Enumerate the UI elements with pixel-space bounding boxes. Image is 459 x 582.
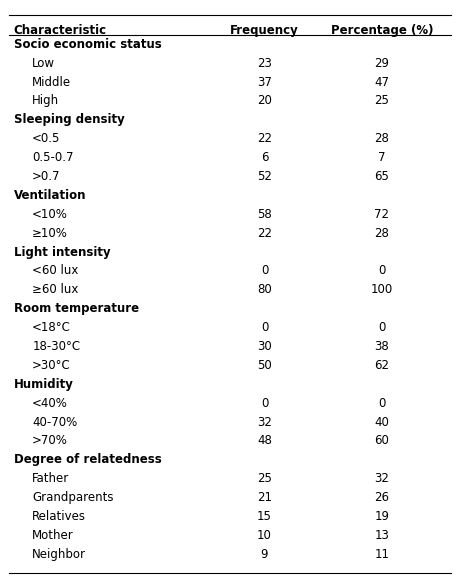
Text: Humidity: Humidity — [14, 378, 73, 391]
Text: 25: 25 — [257, 472, 271, 485]
Text: Relatives: Relatives — [32, 510, 86, 523]
Text: 62: 62 — [374, 359, 388, 372]
Text: 13: 13 — [374, 529, 388, 542]
Text: 19: 19 — [374, 510, 388, 523]
Text: 0.5-0.7: 0.5-0.7 — [32, 151, 73, 164]
Text: Socio economic status: Socio economic status — [14, 38, 161, 51]
Text: >70%: >70% — [32, 434, 68, 448]
Text: 15: 15 — [257, 510, 271, 523]
Text: <10%: <10% — [32, 208, 68, 221]
Text: 48: 48 — [257, 434, 271, 448]
Text: 22: 22 — [257, 226, 271, 240]
Text: Characteristic: Characteristic — [14, 24, 106, 37]
Text: Mother: Mother — [32, 529, 74, 542]
Text: Room temperature: Room temperature — [14, 302, 139, 315]
Text: Percentage (%): Percentage (%) — [330, 24, 432, 37]
Text: ≥60 lux: ≥60 lux — [32, 283, 78, 296]
Text: 40: 40 — [374, 416, 388, 428]
Text: Light intensity: Light intensity — [14, 246, 110, 258]
Text: Father: Father — [32, 472, 69, 485]
Text: 80: 80 — [257, 283, 271, 296]
Text: 21: 21 — [257, 491, 271, 504]
Text: 50: 50 — [257, 359, 271, 372]
Text: 72: 72 — [374, 208, 388, 221]
Text: 40-70%: 40-70% — [32, 416, 77, 428]
Text: 38: 38 — [374, 340, 388, 353]
Text: 28: 28 — [374, 132, 388, 145]
Text: <60 lux: <60 lux — [32, 264, 78, 278]
Text: 32: 32 — [374, 472, 388, 485]
Text: 20: 20 — [257, 94, 271, 108]
Text: 0: 0 — [377, 264, 385, 278]
Text: Degree of relatedness: Degree of relatedness — [14, 453, 161, 466]
Text: Frequency: Frequency — [230, 24, 298, 37]
Text: ≥10%: ≥10% — [32, 226, 68, 240]
Text: 10: 10 — [257, 529, 271, 542]
Text: 26: 26 — [374, 491, 388, 504]
Text: 6: 6 — [260, 151, 268, 164]
Text: Low: Low — [32, 56, 55, 70]
Text: >30°C: >30°C — [32, 359, 71, 372]
Text: 9: 9 — [260, 548, 268, 561]
Text: 0: 0 — [260, 321, 268, 334]
Text: High: High — [32, 94, 59, 108]
Text: Neighbor: Neighbor — [32, 548, 86, 561]
Text: <18°C: <18°C — [32, 321, 71, 334]
Text: 25: 25 — [374, 94, 388, 108]
Text: Ventilation: Ventilation — [14, 189, 86, 202]
Text: <0.5: <0.5 — [32, 132, 61, 145]
Text: 60: 60 — [374, 434, 388, 448]
Text: 52: 52 — [257, 170, 271, 183]
Text: Middle: Middle — [32, 76, 71, 88]
Text: Grandparents: Grandparents — [32, 491, 113, 504]
Text: 0: 0 — [260, 397, 268, 410]
Text: 23: 23 — [257, 56, 271, 70]
Text: 22: 22 — [257, 132, 271, 145]
Text: 18-30°C: 18-30°C — [32, 340, 80, 353]
Text: 0: 0 — [260, 264, 268, 278]
Text: <40%: <40% — [32, 397, 68, 410]
Text: 11: 11 — [374, 548, 388, 561]
Text: 47: 47 — [374, 76, 388, 88]
Text: 28: 28 — [374, 226, 388, 240]
Text: Sleeping density: Sleeping density — [14, 113, 124, 126]
Text: 0: 0 — [377, 397, 385, 410]
Text: 58: 58 — [257, 208, 271, 221]
Text: 7: 7 — [377, 151, 385, 164]
Text: 29: 29 — [374, 56, 388, 70]
Text: 37: 37 — [257, 76, 271, 88]
Text: >0.7: >0.7 — [32, 170, 61, 183]
Text: 0: 0 — [377, 321, 385, 334]
Text: 30: 30 — [257, 340, 271, 353]
Text: 100: 100 — [370, 283, 392, 296]
Text: 32: 32 — [257, 416, 271, 428]
Text: 65: 65 — [374, 170, 388, 183]
